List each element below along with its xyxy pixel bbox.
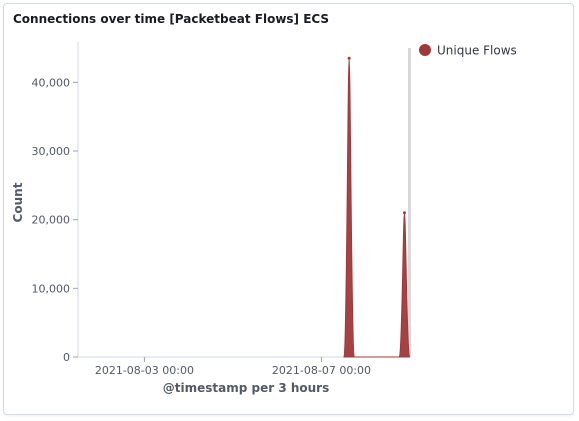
legend-label: Unique Flows [437, 44, 517, 58]
x-tick-label: 2021-08-07 00:00 [272, 364, 371, 377]
data-point [347, 56, 351, 60]
end-marker [408, 48, 411, 357]
x-tick-label: 2021-08-03 00:00 [95, 364, 194, 377]
y-tick-label: 40,000 [32, 76, 71, 89]
y-axis-title: Count [11, 182, 25, 222]
series-area-unique-flows [343, 57, 411, 358]
x-axis-title: @timestamp per 3 hours [163, 381, 329, 395]
legend-swatch[interactable] [419, 44, 431, 56]
y-tick-label: 10,000 [32, 282, 71, 295]
data-point [402, 211, 406, 215]
y-tick-label: 20,000 [32, 214, 71, 227]
panel-title: Connections over time [Packetbeat Flows]… [13, 12, 330, 26]
y-tick-label: 0 [63, 351, 70, 364]
chart-panel: Connections over time [Packetbeat Flows]… [3, 3, 574, 415]
y-tick-label: 30,000 [32, 145, 71, 158]
